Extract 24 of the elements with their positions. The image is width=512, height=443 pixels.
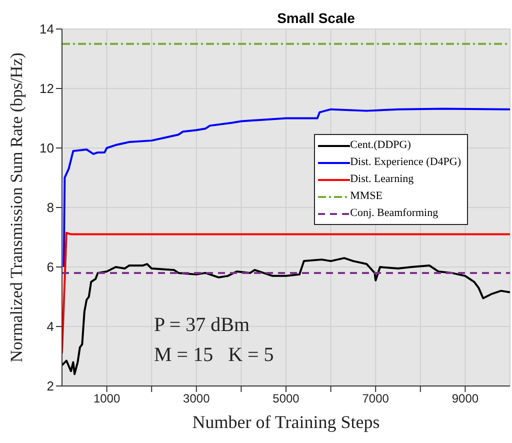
y-tick-label: 2: [46, 378, 54, 394]
legend-label: Conj. Beamforming: [350, 206, 438, 221]
annotation: P = 37 dBm: [154, 314, 250, 337]
y-axis-title: Normalized Transmission Sum Rate (bps/Hz): [7, 52, 26, 362]
x-tick-label: 1000: [93, 392, 120, 406]
annotation: M = 15 K = 5: [154, 344, 274, 367]
line-series: [62, 257, 510, 376]
y-tick-label: 10: [40, 140, 54, 156]
legend-label: Dist. Learning: [350, 172, 414, 187]
y-tick-label: 14: [40, 22, 54, 37]
x-axis-title: Number of Training Steps: [192, 412, 380, 432]
y-tick-label: 12: [40, 81, 54, 96]
y-tick-label: 6: [46, 260, 54, 275]
legend-label: Cent.(DDPG): [350, 138, 411, 153]
y-tick-label: 8: [46, 200, 54, 216]
y-tick-label: 4: [46, 319, 54, 334]
chart-title: Small Scale: [277, 10, 355, 26]
x-tick-label: 5000: [272, 392, 300, 406]
legend-label: Dist. Experience (D4PG): [350, 155, 461, 170]
x-tick-label: 3000: [183, 392, 210, 406]
line-series: [62, 108, 510, 268]
x-tick-label: 7000: [362, 392, 390, 406]
x-tick-label: 9000: [452, 392, 479, 406]
legend-label: MMSE: [350, 189, 383, 204]
